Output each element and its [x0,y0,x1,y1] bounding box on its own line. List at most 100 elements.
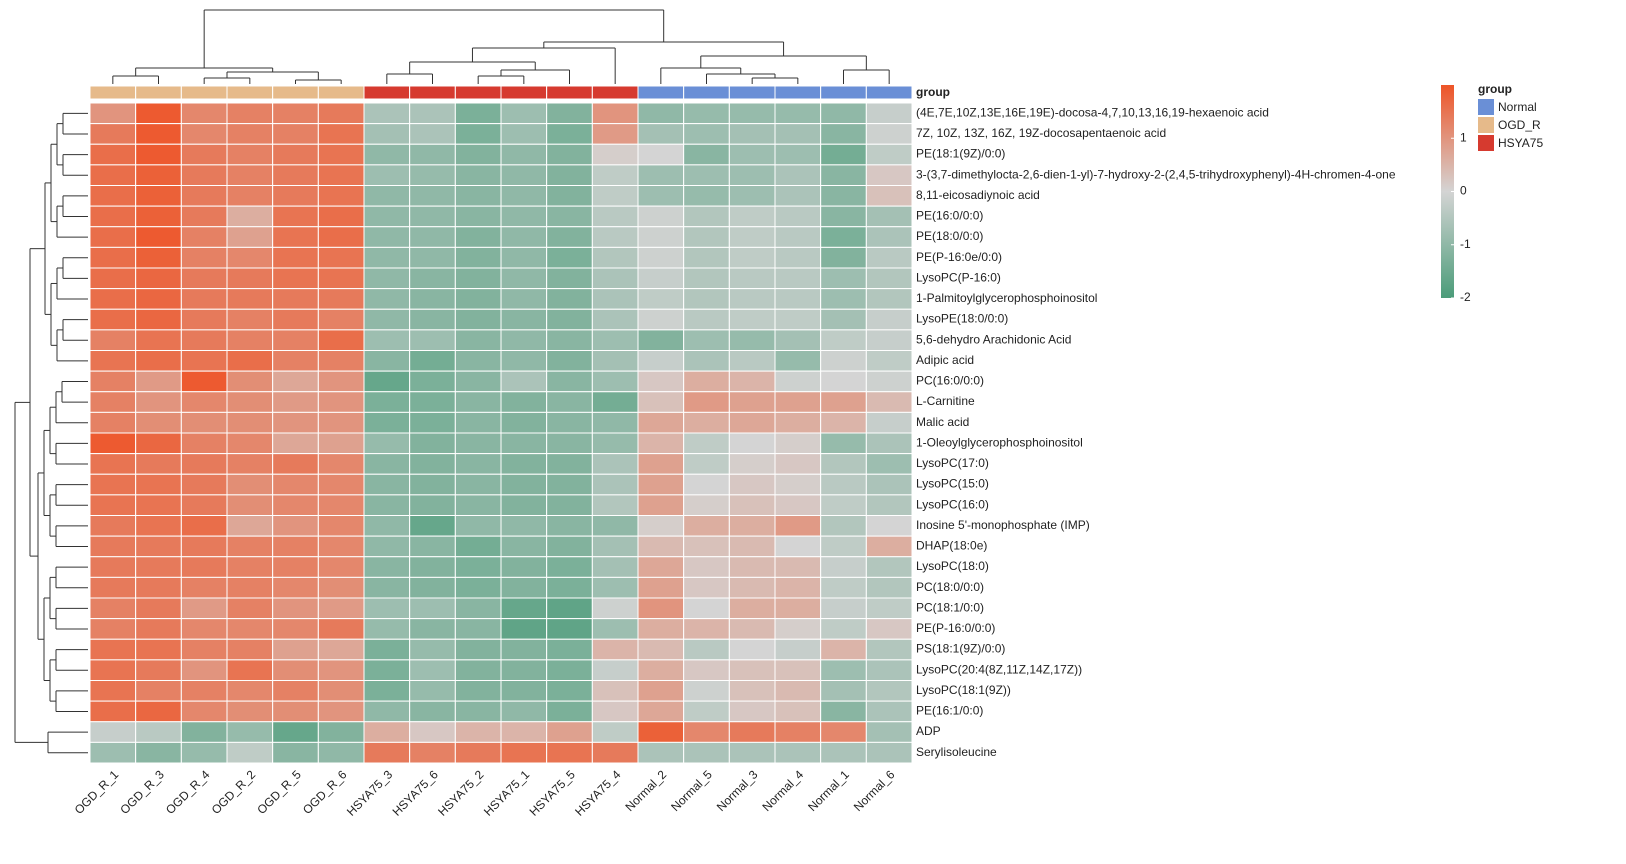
heat-cell [135,391,182,413]
heat-cell [683,680,730,702]
heat-cell [728,205,776,228]
row-label: LysoPC(18:0) [916,559,989,573]
heat-cell [226,432,274,455]
heat-cell [546,370,593,393]
heat-cell [180,267,228,290]
heat-cell [637,102,685,125]
heat-cell [454,618,502,640]
heat-cell [226,638,274,661]
heat-cell [135,370,182,393]
heat-cell [272,535,319,558]
heat-cell [135,329,182,351]
heat-cell [683,185,730,207]
heat-cell [728,391,776,413]
heat-cell [272,618,319,640]
heat-cell [226,597,274,620]
row-label: ADP [916,724,941,738]
heat-cell [500,432,548,455]
heat-cell [454,721,502,743]
heat-cell [500,288,548,310]
group-annotation [180,85,228,100]
heat-cell [272,515,319,537]
heat-cell [409,453,456,475]
heat-cell [637,556,685,578]
heat-cell [728,618,776,640]
heat-cell [820,680,867,702]
heat-cell [865,453,913,475]
legend-swatch [1478,117,1494,133]
heat-cell [546,308,593,331]
heat-cell [637,700,685,723]
heat-cell [820,494,867,516]
heat-cell [500,164,548,186]
heat-cell [728,494,776,516]
heat-cell [272,226,319,248]
heat-cell [363,515,411,537]
heat-cell [135,700,182,723]
heat-cell [272,411,319,434]
heat-cell [135,288,182,310]
heat-cell [546,411,593,434]
heat-cell [820,123,867,145]
heat-cell [500,721,548,743]
heat-cell [728,370,776,393]
heat-cell [135,143,182,166]
heat-cell [865,473,913,496]
heat-cell [637,721,685,743]
heat-cell [683,700,730,723]
heat-cell [637,205,685,228]
heat-cell [89,411,137,434]
heat-cell [865,576,913,599]
heat-cell [226,515,274,537]
heat-cell [226,391,274,413]
heat-cell [89,453,137,475]
heat-cell [591,515,639,537]
heat-cell [89,556,137,578]
heat-cell [728,329,776,351]
heat-cell [363,185,411,207]
heat-cell [317,494,365,516]
heat-cell [272,494,319,516]
heat-cell [89,123,137,145]
heat-cell [637,659,685,681]
heat-cell [591,638,639,661]
heat-cell [637,638,685,661]
heat-cell [591,432,639,455]
heat-cell [454,205,502,228]
heat-cell [683,453,730,475]
heat-cell [317,102,365,125]
heat-cell [89,267,137,290]
heat-cell [363,329,411,351]
heat-cell [820,350,867,372]
heat-cell [546,102,593,125]
heat-cell [89,535,137,558]
heat-cell [454,308,502,331]
heat-cell [180,391,228,413]
heat-cell [89,597,137,620]
heat-cell [89,226,137,248]
heat-cell [865,391,913,413]
heat-cell [728,515,776,537]
row-label: LysoPC(20:4(8Z,11Z,14Z,17Z)) [916,662,1082,676]
heat-cell [363,680,411,702]
heat-cell [820,185,867,207]
heat-cell [774,680,822,702]
heat-cell [89,473,137,496]
heat-cell [363,700,411,723]
heat-cell [135,618,182,640]
heat-cell [820,391,867,413]
heat-cell [500,143,548,166]
heat-cell [774,494,822,516]
heat-cell [820,638,867,661]
heat-cell [820,618,867,640]
group-annotation [728,85,776,100]
heat-cell [774,164,822,186]
heat-cell [89,576,137,599]
heat-cell [865,164,913,186]
group-annotation [454,85,502,100]
heat-cell [317,411,365,434]
legend-title: group [1478,82,1512,96]
heat-cell [683,597,730,620]
heat-cell [454,556,502,578]
